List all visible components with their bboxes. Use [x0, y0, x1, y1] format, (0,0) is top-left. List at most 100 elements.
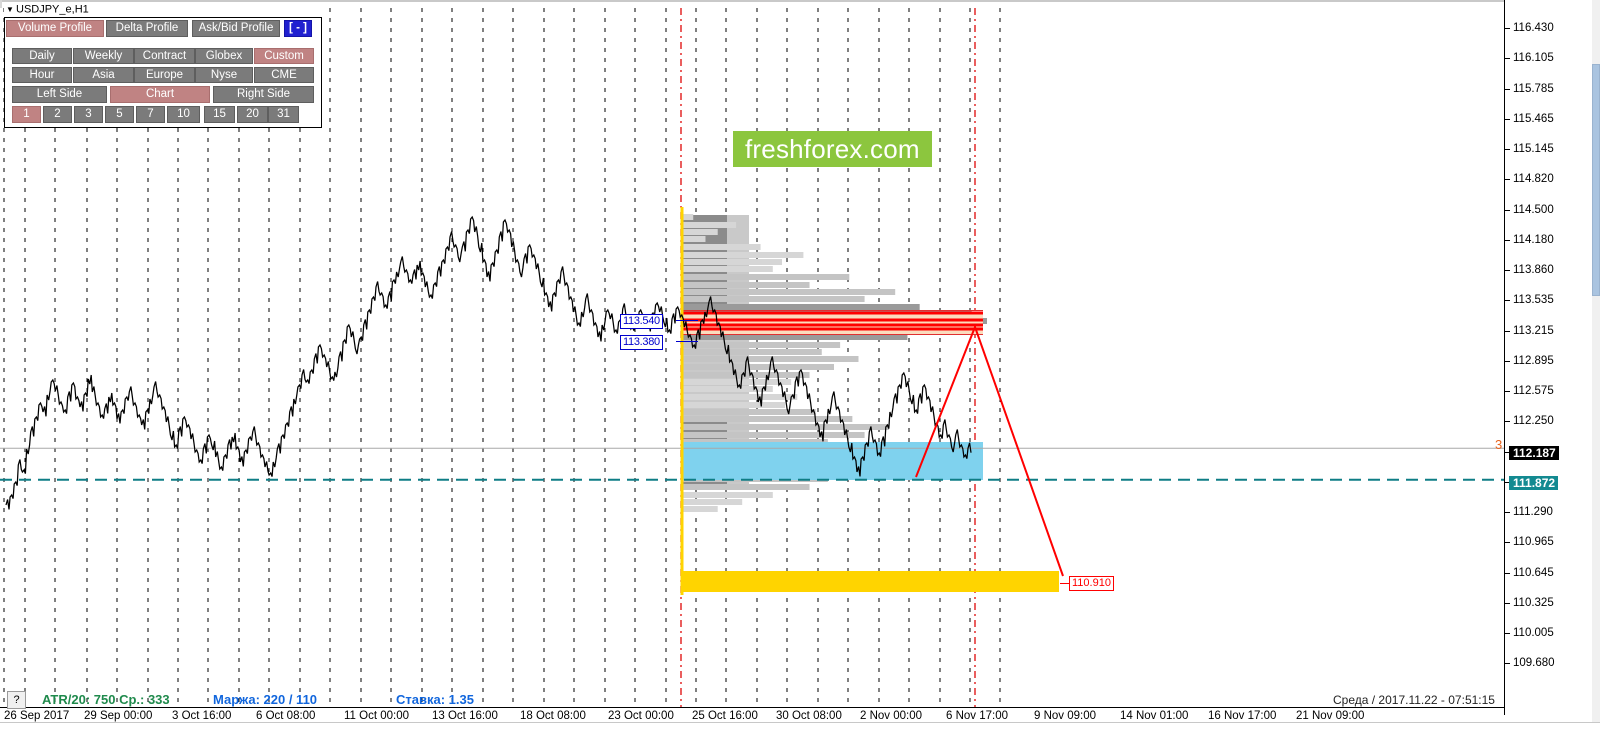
price-tick	[1505, 663, 1510, 665]
price-tick-label: 111.290	[1513, 506, 1553, 518]
price-tick-label: 114.180	[1513, 233, 1554, 246]
time-tick-label: 23 Oct 00:00	[608, 710, 674, 722]
poc-line	[681, 323, 983, 327]
volume-profile-bar	[681, 409, 816, 415]
price-tick	[1505, 391, 1510, 392]
price-tick-label: 109.680	[1513, 657, 1555, 670]
volume-profile-bar	[681, 484, 810, 490]
scrollbar-thumb[interactable]	[1592, 64, 1600, 296]
target-tag-leader	[1060, 583, 1070, 584]
volume-profile-bar	[681, 416, 853, 422]
price-tick	[1505, 118, 1510, 120]
toolbar-button-31[interactable]: 31	[268, 106, 299, 123]
toolbar-button-5[interactable]: 5	[105, 106, 134, 123]
volume-profile-bar	[681, 492, 773, 498]
time-tick-label: 29 Sep 00:00	[84, 710, 153, 722]
price-tick	[1505, 421, 1510, 423]
volume-profile-bar	[681, 222, 737, 228]
price-tick-label: 114.500	[1513, 203, 1554, 216]
bottom-strip	[0, 722, 1600, 747]
toolbar-button-ask-bid-profile[interactable]: Ask/Bid Profile	[192, 20, 280, 37]
toolbar-button-hour[interactable]: Hour	[12, 67, 72, 83]
symbol-title-bar[interactable]: ▼ USDJPY_e,H1	[4, 2, 322, 18]
price-tick	[1505, 58, 1510, 60]
toolbar-button-weekly[interactable]: Weekly	[73, 48, 134, 64]
datetime-status: Среда / 2017.11.22 - 07:51:15	[1333, 693, 1495, 707]
value-area-low-zone	[681, 442, 983, 480]
toolbar-button-chart[interactable]: Chart	[110, 86, 210, 103]
atr-status: ATR/20: 750 Ср.: 333	[42, 692, 170, 707]
chart-price-tag-leader	[676, 341, 698, 342]
volume-profile-bar	[681, 252, 804, 258]
price-tick	[1505, 633, 1510, 634]
volume-profile-bar	[681, 282, 810, 288]
price-tick	[1505, 149, 1510, 150]
toolbar-button-left-side[interactable]: Left Side	[12, 86, 107, 103]
toolbar-button-right-side[interactable]: Right Side	[213, 86, 314, 103]
toolbar-button-europe[interactable]: Europe	[134, 67, 195, 83]
toolbar-button-volume-profile[interactable]: Volume Profile	[6, 20, 104, 37]
volume-profile-bar	[681, 432, 865, 438]
toolbar-button-10[interactable]: 10	[167, 106, 200, 123]
volume-profile-bar	[681, 379, 792, 385]
chart-price-tag[interactable]: 113.540	[620, 314, 663, 329]
price-tick-label: 110.645	[1513, 566, 1554, 579]
price-tick	[1505, 360, 1510, 362]
toolbar-button-asia[interactable]: Asia	[73, 67, 134, 83]
time-tick-label: 25 Oct 16:00	[692, 710, 758, 722]
price-tick-label: 113.215	[1513, 324, 1554, 337]
time-tick-label: 30 Oct 08:00	[776, 710, 842, 722]
volume-profile-bar	[681, 259, 782, 265]
vertical-scrollbar[interactable]	[1592, 0, 1600, 747]
volume-profile-bar	[681, 499, 743, 505]
toolbar-button-daily[interactable]: Daily	[12, 48, 72, 64]
price-tick-label: 115.785	[1513, 82, 1554, 95]
toolbar-button-custom[interactable]: Custom	[254, 48, 314, 64]
price-tick	[1505, 572, 1510, 574]
time-tick-label: 6 Oct 08:00	[256, 710, 316, 722]
price-axis[interactable]: 116.430 116.105 115.785 115.465 115.145 114.8…	[1495, 0, 1592, 715]
volume-profile-bar	[681, 244, 761, 250]
help-button[interactable]: ?	[7, 691, 26, 709]
toolbar-button-cme[interactable]: CME	[254, 67, 314, 83]
volume-profile-bar	[681, 364, 834, 370]
volume-profile-bar	[681, 424, 890, 430]
poc-line	[681, 311, 983, 315]
volume-profile-toolbar[interactable]: Volume Profile Delta Profile Ask/Bid Profi…	[4, 18, 322, 126]
volume-profile-bar	[681, 229, 718, 235]
price-tick-label: 110.965	[1513, 536, 1554, 549]
caret-down-icon[interactable]: ▼	[6, 5, 14, 14]
volume-profile-bar	[681, 506, 718, 512]
chart-price-tag[interactable]: 113.380	[620, 335, 663, 350]
price-tick-label: 112.575	[1513, 385, 1554, 397]
toolbar-button-3[interactable]: 3	[74, 106, 103, 123]
volume-profile-bar	[681, 274, 850, 280]
time-tick-label: 26 Sep 2017	[4, 710, 70, 722]
price-tick	[1505, 28, 1510, 29]
time-tick-label: 14 Nov 01:00	[1120, 710, 1189, 722]
toolbar-button-contract[interactable]: Contract	[134, 48, 195, 64]
toolbar-button-globex[interactable]: Globex	[195, 48, 253, 64]
price-tick-label: 116.105	[1513, 52, 1554, 65]
toolbar-button-nyse[interactable]: Nyse	[195, 67, 253, 83]
window-top-border	[0, 0, 1600, 2]
price-tick-label: 113.535	[1513, 294, 1554, 307]
margin-status: Маржа: 220 / 110	[213, 692, 318, 707]
price-tick	[1505, 542, 1510, 544]
toolbar-button-1[interactable]: 1	[12, 106, 41, 123]
price-tick-label: 110.325	[1513, 596, 1554, 609]
toolbar-button-[interactable]: [ - ]	[284, 20, 312, 37]
time-tick-label: 18 Oct 08:00	[520, 710, 586, 722]
price-tick	[1505, 88, 1510, 90]
toolbar-button-delta-profile[interactable]: Delta Profile	[106, 20, 188, 37]
toolbar-button-15[interactable]: 15	[204, 106, 235, 123]
volume-profile-bar	[681, 304, 920, 310]
price-tick-label: 112.250	[1513, 415, 1554, 428]
symbol-label: USDJPY_e,H1	[16, 3, 89, 16]
toolbar-button-2[interactable]: 2	[43, 106, 72, 123]
toolbar-button-20[interactable]: 20	[237, 106, 268, 123]
toolbar-button-7[interactable]: 7	[136, 106, 165, 123]
target-zone	[681, 571, 1059, 592]
target-price-tag[interactable]: 110.910	[1069, 576, 1114, 591]
